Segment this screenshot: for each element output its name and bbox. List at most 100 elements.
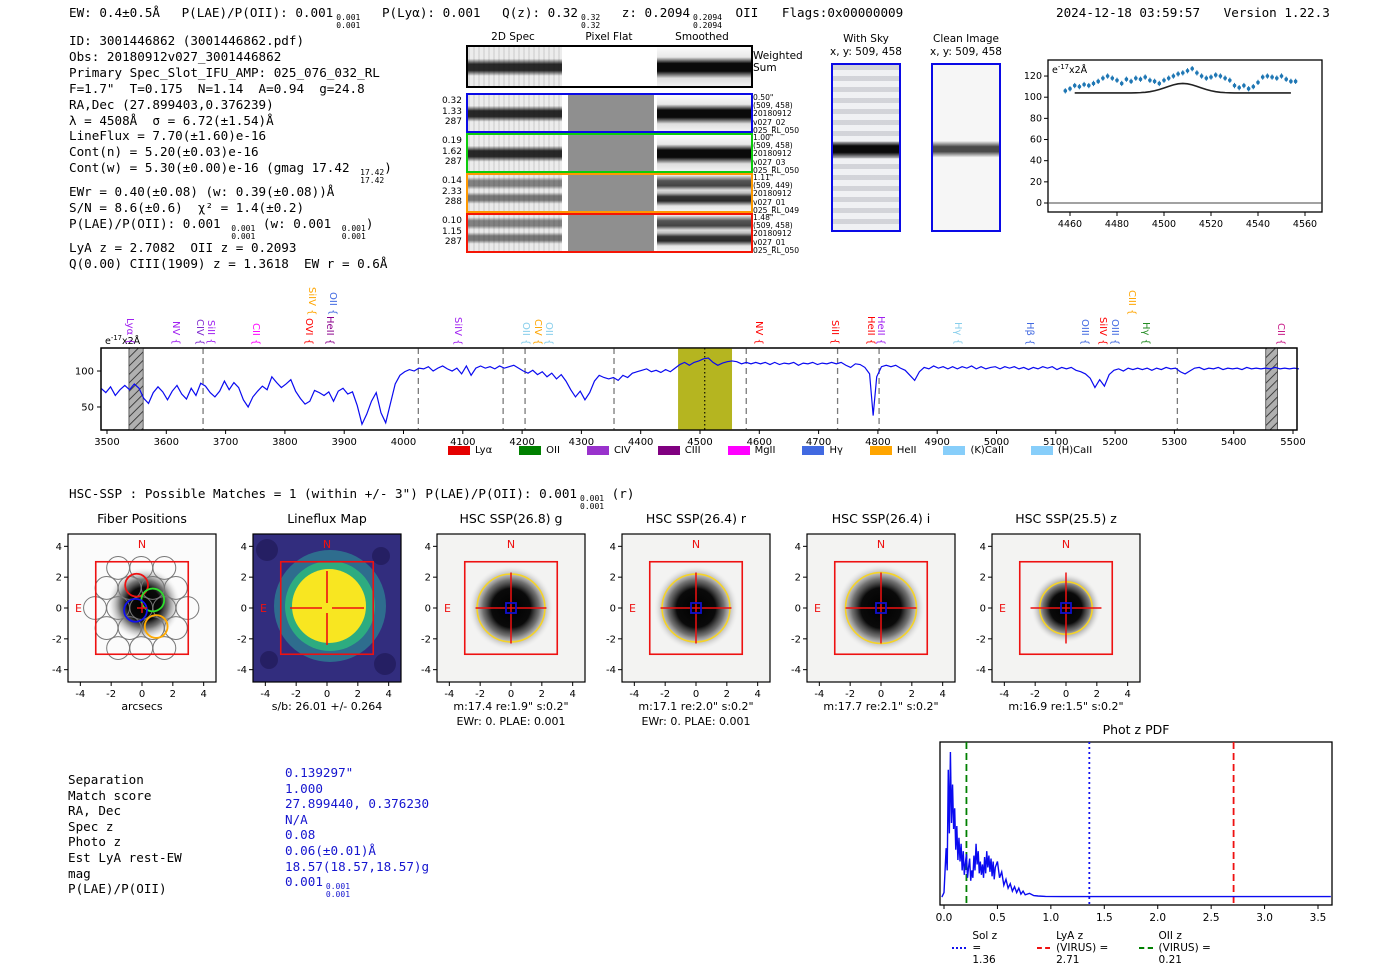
info-text: λ = 4508Å σ = 6.72(±1.54)Å [69,112,274,128]
fiber-circle [152,556,177,580]
panel-plot-svg: 4 2 0 -2 -4 -4 -2 0 2 4 N E [791,533,956,700]
fiber-pixel-flat-image [568,215,654,251]
info-text: Cont(n) = 5.20(±0.03)e-16 [69,144,259,160]
cutout-column-header: Smoothed [675,31,729,43]
match-row-value: 0.06(±0.01)Å [285,843,376,858]
panel-y-tick: 0 [980,604,986,615]
data-point [1209,75,1213,79]
panel-x-tick: 4 [200,689,206,700]
photz-x-tick: 3.0 [1256,912,1273,924]
photz-legend-marker [952,947,967,949]
photz-legend-label: Sol z = 1.36 [972,930,998,966]
compass-north-label: N [507,538,515,551]
legend-label: HeII [896,445,917,456]
panel-y-tick: 4 [425,542,431,553]
photz-legend-item: Sol z = 1.36 [952,930,1007,966]
panel-plot-svg: 4 2 0 -2 -4 -4 -2 0 2 4 N E [606,533,771,700]
legend-item: CIV [586,445,631,456]
data-point [1246,86,1251,91]
fiber-weight-value: 287 [444,237,462,247]
data-point [1260,75,1265,79]
fiber-weight-value: 287 [444,117,462,127]
fiber-meta-line: 20180912 [753,149,792,159]
fiber-circle [152,636,177,660]
photz-legend-item: LyA z (VIRUS) = 2.71 [1037,930,1109,966]
info-text: RA,Dec (27.899403,0.376239) [69,96,274,112]
fiber-circle [164,616,188,640]
legend-item: MgII [727,445,775,456]
data-point [1105,74,1110,78]
panel-caption: s/b: 26.01 +/- 0.264 [271,700,383,713]
data-point [1101,76,1105,80]
panel-y-tick: 4 [56,542,62,553]
target-crosshair [660,572,732,644]
data-point [1279,74,1284,78]
panel-y-tick: 2 [425,573,431,584]
fiber-meta-line: 20180912 [753,109,792,119]
header-line: EW: 0.4±0.5Å P(LAE)/P(OII): 0.001 0.001 0.… [69,5,903,29]
data-point [1284,77,1288,82]
fiber-meta-line: (509, 458) [753,141,793,151]
panel-y-tick: 4 [795,542,801,553]
header-flags: Flags:0x00000009 [781,5,904,20]
linefit-x-tick: 4480 [1105,219,1129,230]
header-z-solution: OII [735,5,759,20]
legend-item: (H)CaII [1030,445,1092,456]
panel-x-tick: 0 [139,689,145,700]
masked-region-band [128,347,144,431]
fiber-meta-line: (509, 458) [753,221,793,231]
photz-x-tick: 0.5 [989,912,1006,924]
catalog-position-box [875,602,887,614]
fiber-weight-value: 1.33 [441,106,462,117]
match-row-value: 1.000 [285,780,323,796]
compass-north-label: N [323,538,331,551]
y-axis-unit-label: e-17x2Å [1052,63,1088,76]
fiber-meta-line: 025_RL_050 [753,165,800,175]
catalog-position-box [690,602,702,614]
spectrum-x-tick: 4800 [865,437,890,448]
fiber-2d-spec-image [468,135,562,171]
legend-swatch [869,446,892,455]
legend-label: CIII [684,445,701,456]
lineflux-peak-blob [292,569,366,643]
fiber-row-weights: 0.14 2.33 288 [432,176,462,208]
photz-legend-marker [1139,947,1153,949]
linefit-x-tick: 4460 [1058,219,1082,230]
match-row-value: 0.08 [285,827,316,843]
selected-fiber-circle [124,572,149,598]
photz-x-tick: 1.5 [1096,912,1113,924]
panel-caption: m:17.1 re:2.0" s:0.2" [638,700,754,713]
header-qz-frac: 0.32 0.32 [580,13,601,30]
spectrum-y-tick: 100 [75,367,94,378]
sky-panel-title: With Sky x, y: 509, 458 [830,33,902,58]
info-line: S/N = 8.6(±0.6) χ² = 1.4(±0.2) [69,200,392,216]
panel-plot-svg: 4 2 0 -2 -4 -4 -2 0 2 4 N E [237,533,402,700]
data-point [1213,73,1218,77]
spectrum-y-tick: 50 [81,402,94,413]
legend-swatch [727,446,750,455]
data-point [1237,85,1241,90]
fiber-weight-value: 0.19 [441,136,462,146]
fiber-meta-line: 025_RL_049 [753,205,800,215]
fiber-meta-line: 0.50" [753,93,774,102]
fiber-weight-value: 287 [444,157,462,167]
report-version: Version 1.22.3 [1223,5,1330,20]
spectrum-x-tick: 5000 [984,437,1009,448]
data-point [1143,75,1147,79]
legend-label: CIV [613,445,631,456]
spectrum-x-tick: 4900 [924,437,949,448]
info-line: RA,Dec (27.899403,0.376239) [69,97,392,113]
info-text: LyA z = 2.7082 OII z = 0.2093 [69,240,297,256]
emission-line-label: SiIV { [306,287,318,316]
spectrum-trace [100,357,1300,427]
photz-title: Phot z PDF [1102,722,1170,737]
header-plya: P(Lyα): 0.001 [381,5,481,20]
data-point [1157,81,1162,86]
panel-x-tick: -2 [106,689,116,700]
gaussian-fit-line [1074,82,1291,94]
legend-item: Lyα [448,445,492,456]
panel-y-tick: 4 [610,542,616,553]
